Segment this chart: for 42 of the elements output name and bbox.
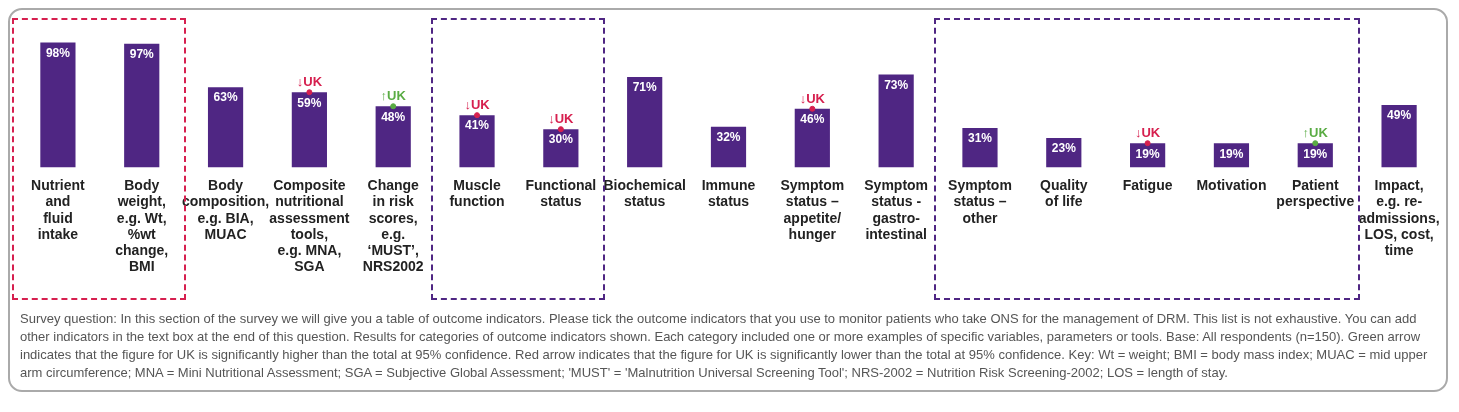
data-label: 59% <box>297 95 322 110</box>
data-label: 19% <box>1303 146 1328 161</box>
data-label: 49% <box>1387 108 1412 123</box>
x-tick-label: Immune status <box>701 177 756 210</box>
data-label: 48% <box>381 109 406 124</box>
x-tick-label: Body composition, e.g. BIA, MUAC <box>182 177 270 242</box>
x-tick-label: Motivation <box>1196 177 1267 194</box>
x-tick-label: Symptom status – other <box>948 177 1012 226</box>
x-tick-label: Quality of life <box>1040 177 1088 210</box>
x-tick-label: Composite nutritional assessment tools, e.g. MNA, SGA <box>269 177 350 274</box>
x-tick-label: Body weight, e.g. Wt, %wt change, BMI <box>115 177 169 274</box>
data-label: 71% <box>632 80 658 95</box>
data-label: 98% <box>45 45 71 60</box>
data-label: 19% <box>1135 146 1160 161</box>
x-tick-label: Fatigue <box>1122 177 1173 194</box>
x-tick-label: Functional status <box>525 177 597 210</box>
data-label: ↑UK <box>380 88 407 104</box>
data-label: ↓UK <box>464 97 491 113</box>
data-label: ↓UK <box>548 111 575 127</box>
x-tick-label: Symptom status – appetite/ hunger <box>780 177 845 242</box>
x-tick-label: Muscle function <box>449 177 505 210</box>
x-tick-label: Nutrient and fluid intake <box>31 177 86 242</box>
data-label: 19% <box>1219 146 1244 161</box>
data-label: ↓UK <box>296 74 323 90</box>
text: Survey question: In this section of the survey we will give you a table of outcome indicators. Please tick the outcome indicators that you use to monitor patients who take ONS for the management of DRM. This list is not exhaustive. You can add other indicators in the text box at the end of this question. Results for categories of outcome indicators shown. Each category included one or more examples of specific variables, parameters or tools. Base: All respondents (n=150). Green arrow indicates that the figure for UK is significantly higher than the total at 95% confidence. Red arrow indicates that the figure for UK is significantly lower than the total at 95% confidence. Key: Wt = weight; BMI = body mass index; MUAC = mid upper arm circumference; MNA = Mini Nutritional Assessment; SGA = Subjective Global Assessment; 'MUST' = 'Malnutrition Universal Screening Tool'; NRS-2002 = Nutrition Risk Screening-2002; LOS = length of stay. <box>20 310 1429 382</box>
data-label: 41% <box>465 118 490 133</box>
data-label: ↑UK <box>1302 125 1329 141</box>
x-tick-label: Biochemical status <box>603 177 686 210</box>
data-label: 97% <box>129 47 155 62</box>
data-label: ↓UK <box>799 90 826 106</box>
data-label: 30% <box>548 132 574 147</box>
data-label: 73% <box>884 77 909 92</box>
data-label: 23% <box>1051 141 1077 156</box>
data-label: 32% <box>716 129 741 144</box>
data-label: 46% <box>800 112 825 127</box>
data-label: 31% <box>967 131 993 146</box>
x-tick-label: Patient perspective <box>1276 177 1355 210</box>
data-label: 63% <box>213 90 238 105</box>
data-label: ↓UK <box>1134 125 1161 141</box>
x-tick-label: Symptom status - gastro- intestinal <box>864 177 929 242</box>
x-tick-label: Impact, e.g. re- admissions, LOS, cost, time <box>1358 177 1440 258</box>
x-tick-label: Change in risk scores, e.g. ‘MUST’, NRS2002 <box>362 177 424 274</box>
